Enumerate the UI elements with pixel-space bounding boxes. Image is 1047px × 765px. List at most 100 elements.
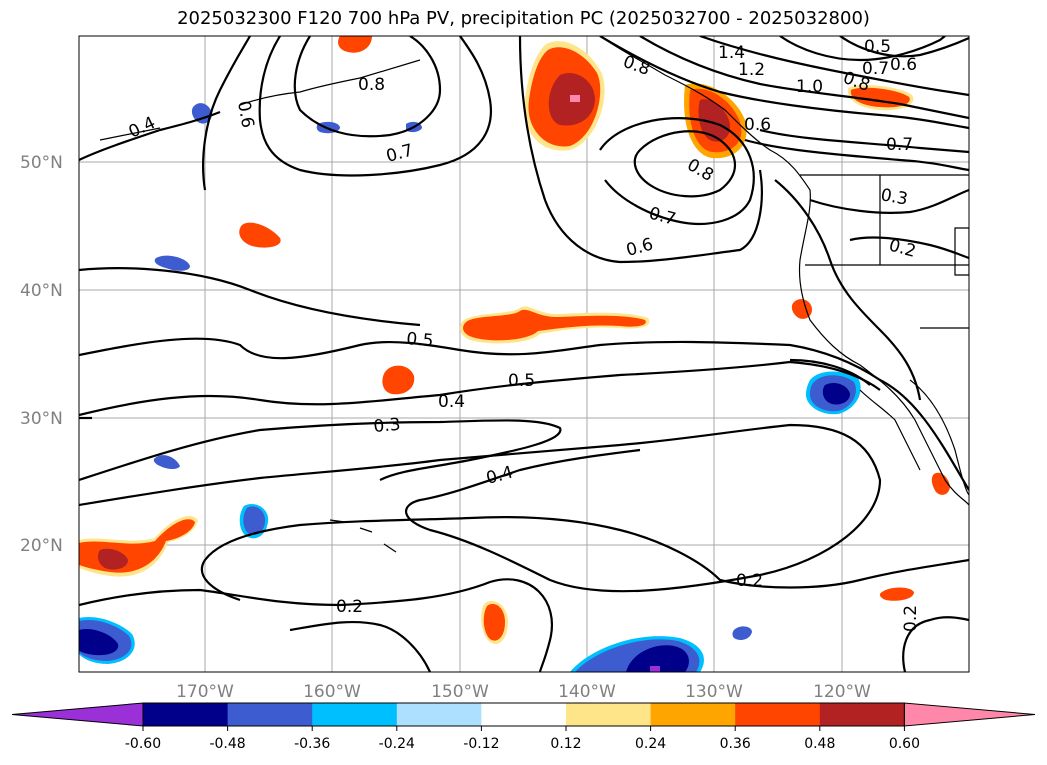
precip-blob: [650, 666, 660, 672]
map-frame: [78, 35, 970, 673]
colorbar-extend-low: [11, 702, 144, 727]
contour-line: [599, 117, 755, 226]
contour-line: [902, 616, 969, 672]
contour-line: [79, 337, 969, 491]
colorbar-label: 0.24: [635, 736, 666, 752]
colorbar-segment: [227, 703, 313, 726]
colorbar-segment: [650, 703, 736, 726]
lat-label: 40°N: [20, 281, 63, 301]
contour-line: [789, 358, 871, 386]
contour-label: 0.7: [862, 59, 889, 79]
precip-blob: [97, 548, 128, 570]
contour-label: 0.5: [508, 371, 535, 391]
precip-negative-areas: [79, 103, 861, 672]
contour-label: 0.8: [358, 75, 385, 95]
contour-label: 0.7: [886, 135, 913, 155]
colorbar-label: -0.48: [209, 736, 245, 752]
contour-line: [289, 620, 432, 672]
colorbar-segment: [566, 703, 652, 726]
contour-line: [774, 179, 922, 401]
contour-line: [599, 36, 969, 130]
colorbar-label: 0.36: [720, 736, 751, 752]
precip-positive-areas: [79, 36, 950, 644]
contour-label: 0.6: [890, 55, 917, 75]
contour-line: [839, 36, 969, 58]
contour-line: [744, 138, 969, 172]
contour-label: 0.3: [373, 415, 402, 437]
colorbar-extend-high: [903, 702, 1036, 727]
lon-label: 170°W: [176, 682, 234, 702]
colorbar-segment: [481, 703, 567, 726]
colorbar-label: 0.12: [550, 736, 581, 752]
colorbar-label: 0.60: [889, 736, 920, 752]
map-title: 2025032300 F120 700 hPa PV, precipitatio…: [177, 8, 870, 29]
colorbar-label: -0.36: [294, 736, 330, 752]
contour-label: 0.3: [879, 185, 909, 209]
pv-contours: [79, 36, 969, 672]
contour-line: [779, 36, 946, 62]
contour-label: 0.4: [438, 392, 465, 412]
colorbar: -0.60 -0.48 -0.36 -0.24 -0.12 0.12 0.24 0.36 0.4…: [11, 702, 1036, 752]
precip-blob: [463, 309, 646, 341]
lon-label: 130°W: [685, 682, 743, 702]
contour-label: 0.5: [864, 37, 891, 57]
contour-label: 0.2: [736, 571, 763, 591]
lon-label: 120°W: [813, 682, 871, 702]
precip-blob: [239, 222, 281, 248]
lat-label: 20°N: [20, 536, 63, 556]
colorbar-segment: [312, 703, 398, 726]
contour-line: [258, 36, 492, 177]
longitude-labels: 170°W 160°W 150°W 140°W 130°W 120°W: [176, 682, 871, 702]
precip-blob: [626, 645, 689, 672]
contour-line: [79, 423, 882, 593]
contour-line: [633, 130, 736, 198]
colorbar-label: -0.12: [463, 736, 499, 752]
contour-line: [79, 110, 221, 161]
contour-line: [200, 516, 969, 602]
contour-label: 0.6: [744, 115, 771, 135]
colorbar-label: -0.24: [379, 736, 415, 752]
precip-blob: [698, 99, 731, 142]
lon-label: 140°W: [558, 682, 616, 702]
contour-line: [79, 419, 562, 482]
contour-labels: 0.4 0.6 0.8 0.7 1.4 1.2 1.0 0.8 0.5 0.7 …: [126, 37, 921, 632]
contour-label: 1.2: [738, 60, 765, 80]
precip-blob: [243, 506, 266, 535]
colorbar-label: 0.48: [804, 736, 835, 752]
colorbar-segment: [819, 703, 905, 726]
contour-line: [518, 36, 763, 264]
contour-label: 1.4: [718, 43, 745, 63]
precip-blob: [79, 628, 119, 656]
contour-label: 0.5: [406, 329, 435, 351]
contour-label: 1.0: [796, 77, 823, 97]
precip-blob: [931, 472, 950, 495]
contour-label: 0.6: [233, 99, 257, 129]
contour-line: [293, 36, 442, 138]
precip-blob: [570, 95, 580, 102]
latitude-labels: 50°N 40°N 30°N 20°N: [20, 153, 63, 556]
precip-blob: [791, 299, 812, 319]
precip-blob: [153, 455, 180, 469]
contour-line: [79, 578, 553, 672]
precip-blob: [382, 365, 415, 395]
lat-label: 50°N: [20, 153, 63, 173]
colorbar-segment: [143, 703, 229, 726]
contour-label: 0.2: [901, 605, 921, 632]
lon-label: 150°W: [431, 682, 489, 702]
contour-line: [202, 36, 251, 191]
precip-blob: [338, 36, 372, 53]
precip-blob: [191, 103, 212, 124]
contour-line: [79, 267, 421, 327]
contour-line: [699, 36, 969, 97]
precip-blob: [822, 383, 850, 405]
precip-blob: [732, 626, 752, 640]
precip-blob: [154, 255, 190, 271]
contour-line: [79, 360, 881, 417]
coastlines: [99, 36, 969, 553]
contour-label: 0.2: [336, 597, 363, 617]
contour-line: [639, 36, 969, 120]
colorbar-label: -0.60: [125, 736, 161, 752]
contour-line: [809, 188, 969, 214]
precip-blob: [483, 603, 505, 641]
